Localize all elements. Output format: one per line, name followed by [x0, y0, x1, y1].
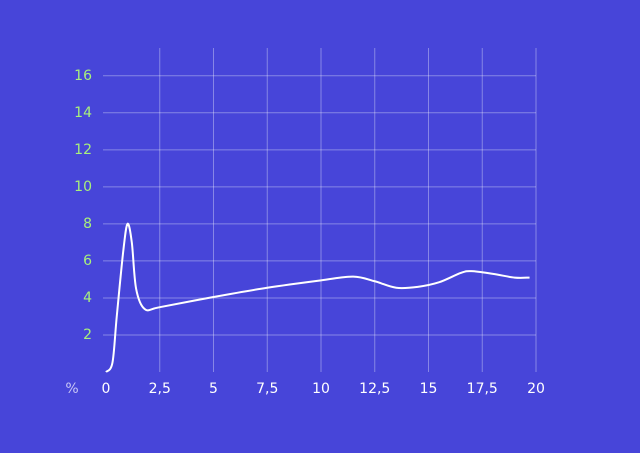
y-tick-label: 2 [83, 327, 92, 343]
y-tick-label: 8 [83, 216, 92, 232]
x-tick-label: 20 [527, 381, 545, 397]
x-tick-label: 15 [420, 381, 438, 397]
y-tick-label: 16 [74, 68, 92, 84]
x-tick-label: 7,5 [256, 381, 278, 397]
y-tick-label: 10 [74, 179, 92, 195]
line [105, 222, 530, 373]
y-tick-label: 14 [74, 105, 92, 121]
y-unit-label: % [65, 381, 78, 397]
x-tick-label: 2,5 [149, 381, 171, 397]
y-tick-label: 12 [74, 142, 92, 158]
y-tick-label: 6 [83, 253, 92, 269]
y-tick-label: 4 [83, 290, 92, 306]
x-tick-label: 5 [209, 381, 218, 397]
x-tick-label: 12,5 [359, 381, 390, 397]
x-tick-label: 0 [102, 381, 111, 397]
x-tick-label: 10 [312, 381, 330, 397]
x-tick-label: 17,5 [467, 381, 498, 397]
